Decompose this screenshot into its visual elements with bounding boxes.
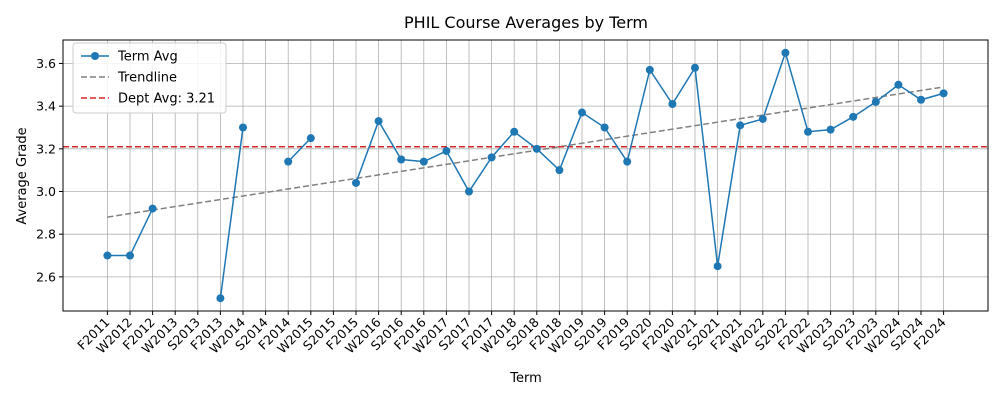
term-avg-point xyxy=(578,108,586,117)
term-avg-line xyxy=(219,127,244,299)
term-avg-point xyxy=(510,127,519,136)
term-avg-point xyxy=(804,127,812,136)
legend-swatch-marker xyxy=(91,52,99,60)
term-avg-point xyxy=(691,63,699,72)
term-avg-line xyxy=(287,137,312,163)
y-tick-label: 3.4 xyxy=(36,99,56,114)
term-avg-point xyxy=(103,251,112,260)
series-layer xyxy=(103,48,948,303)
term-avg-point xyxy=(442,146,451,155)
term-avg-point xyxy=(532,144,541,153)
term-avg-point xyxy=(148,204,157,213)
term-avg-point xyxy=(781,48,790,57)
term-avg-point xyxy=(487,153,496,162)
term-avg-point xyxy=(736,121,745,130)
term-avg-point xyxy=(397,155,406,164)
y-tick-label: 2.8 xyxy=(36,227,56,242)
term-avg-point xyxy=(939,89,948,98)
term-avg-point xyxy=(826,125,835,134)
term-avg-point xyxy=(849,112,858,121)
y-tick-label: 3.0 xyxy=(36,184,56,199)
term-avg-point xyxy=(917,95,925,104)
term-avg-point xyxy=(419,157,428,166)
term-avg-point xyxy=(374,117,383,126)
y-tick-label: 2.6 xyxy=(36,269,56,284)
term-avg-point xyxy=(352,178,360,187)
trendline xyxy=(107,86,944,218)
y-axis: 2.6 2.8 3.0 3.2 3.4 3.6 xyxy=(36,56,63,284)
plot-area xyxy=(62,39,989,312)
x-axis: F2011W2012F2012W2013S2013F2013W2014S2014… xyxy=(74,311,949,356)
legend-label: Trendline xyxy=(117,71,177,86)
term-avg-point xyxy=(668,100,677,109)
reference-lines xyxy=(63,86,988,218)
term-avg-point xyxy=(216,294,225,303)
term-avg-point xyxy=(871,97,880,106)
legend-label: Dept Avg: 3.21 xyxy=(118,92,215,107)
term-avg-point xyxy=(894,80,903,89)
term-avg-point xyxy=(239,123,247,132)
y-tick-label: 3.2 xyxy=(36,141,56,156)
chart-title: PHIL Course Averages by Term xyxy=(404,13,648,32)
term-avg-point xyxy=(713,262,722,271)
y-tick-label: 3.6 xyxy=(36,56,56,71)
legend: Term Avg Trendline Dept Avg: 3.21 xyxy=(72,42,227,114)
term-avg-point xyxy=(600,123,609,132)
term-avg-point xyxy=(758,114,767,123)
term-avg-point xyxy=(645,65,654,74)
x-axis-label: Term xyxy=(509,371,542,386)
y-axis-label: Average Grade xyxy=(15,127,30,224)
term-avg-point xyxy=(623,157,632,166)
term-avg-point xyxy=(284,157,293,166)
term-avg-point xyxy=(465,187,473,196)
term-avg-point xyxy=(126,251,134,260)
legend-box xyxy=(72,42,227,114)
term-avg-point xyxy=(555,166,564,175)
legend-label: Term Avg xyxy=(117,50,178,65)
term-avg-point xyxy=(306,134,315,143)
